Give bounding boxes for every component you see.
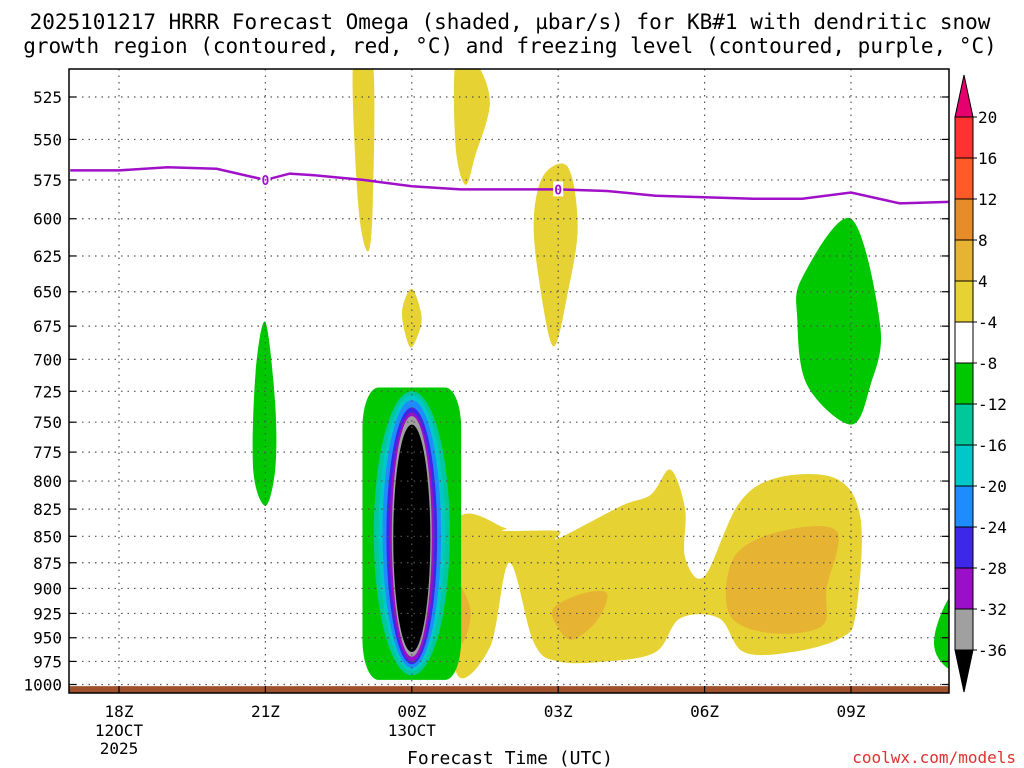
- y-tick-label-11: 800: [33, 472, 62, 491]
- x-tick-label-5: 09Z: [837, 702, 866, 721]
- colorbar-box-12: [954, 608, 974, 651]
- colorbar-box-8: [954, 444, 974, 487]
- omega-region-5: [796, 217, 882, 425]
- y-tick-label-4: 625: [33, 247, 62, 266]
- colorbar-box-7: [954, 403, 974, 446]
- y-tick-label-17: 950: [33, 629, 62, 648]
- colorbar-label-11: -28: [978, 559, 1007, 578]
- y-tick-label-13: 850: [33, 527, 62, 546]
- colorbar-top-arrow: [954, 74, 974, 118]
- y-tick-label-3: 600: [33, 210, 62, 229]
- colorbar-box-9: [954, 485, 974, 528]
- omega-region-9: [725, 525, 839, 634]
- y-tick-label-15: 900: [33, 579, 62, 598]
- y-tick-label-2: 575: [33, 171, 62, 190]
- x-tick-sublabel-0-1: 2025: [100, 739, 139, 758]
- y-tick-label-8: 725: [33, 382, 62, 401]
- y-tick-label-16: 925: [33, 604, 62, 623]
- omega-region-10: [934, 597, 949, 670]
- omega-region-3: [533, 163, 578, 347]
- freezing-level-label-bg-0: [260, 171, 271, 187]
- y-tick-label-0: 525: [33, 88, 62, 107]
- x-tick-label-4: 06Z: [690, 702, 719, 721]
- colorbar-label-5: -4: [978, 313, 997, 332]
- colorbar-box-11: [954, 567, 974, 610]
- freezing-level-label-bg-1: [553, 181, 564, 197]
- y-tick-label-1: 550: [33, 130, 62, 149]
- y-tick-label-7: 700: [33, 350, 62, 369]
- x-tick-label-2: 00Z: [397, 702, 426, 721]
- contour-layer: 00: [69, 165, 949, 693]
- y-tick-label-19: 1000: [23, 676, 62, 695]
- colorbar-box-0: [954, 116, 974, 159]
- x-tick-label-0: 18Z: [105, 702, 134, 721]
- omega-region-4: [252, 321, 277, 506]
- omega-region-8: [551, 590, 608, 640]
- colorbar-label-4: 4: [978, 272, 988, 291]
- chart-title-line-1: 2025101217 HRRR Forecast Omega (shaded, …: [30, 10, 991, 34]
- omega-region-0: [352, 69, 375, 252]
- chart-title-line-2: growth region (contoured, red, °C) and f…: [23, 34, 997, 58]
- colorbar-label-0: 20: [978, 108, 997, 127]
- colorbar-box-1: [954, 157, 974, 200]
- x-tick-sublabel-2-0: 13OCT: [388, 721, 437, 740]
- colorbar: 20 16 12 8 4 -4 -8 -12 -16 -20 -24 -28 -32 -36: [954, 74, 1007, 693]
- colorbar-bottom-arrow: [954, 649, 974, 693]
- freezing-level-line: [70, 165, 949, 205]
- colorbar-label-7: -12: [978, 395, 1007, 414]
- y-tick-label-12: 825: [33, 500, 62, 519]
- x-tick-label-3: 03Z: [544, 702, 573, 721]
- colorbar-box-5: [954, 321, 974, 364]
- colorbar-label-10: -24: [978, 518, 1007, 537]
- colorbar-label-3: 8: [978, 231, 988, 250]
- x-tick-label-1: 21Z: [251, 702, 280, 721]
- y-tick-label-5: 650: [33, 283, 62, 302]
- x-axis-label: Forecast Time (UTC): [407, 748, 613, 768]
- y-tick-label-14: 875: [33, 554, 62, 573]
- colorbar-label-6: -8: [978, 354, 997, 373]
- freezing-level-label-0: 0: [261, 174, 269, 189]
- x-tick-sublabel-0-0: 12OCT: [95, 721, 144, 740]
- freezing-level-label-1: 0: [554, 183, 562, 198]
- omega-shading-layer: [252, 69, 949, 680]
- colorbar-label-2: 12: [978, 190, 997, 209]
- colorbar-box-2: [954, 198, 974, 241]
- colorbar-box-6: [954, 362, 974, 405]
- credit-text: coolwx.com/models: [852, 748, 1016, 767]
- omega-region-2: [401, 288, 422, 348]
- plot-frame: [68, 68, 950, 694]
- colorbar-label-8: -16: [978, 436, 1007, 455]
- colorbar-box-10: [954, 526, 974, 569]
- colorbar-label-13: -36: [978, 641, 1007, 660]
- colorbar-label-9: -20: [978, 477, 1007, 496]
- colorbar-label-12: -32: [978, 600, 1007, 619]
- y-tick-label-10: 775: [33, 443, 62, 462]
- colorbar-box-4: [954, 280, 974, 323]
- y-axis: 525 550 575 600 625 650 675 700 725 750 775 800 825 8…: [23, 88, 949, 695]
- colorbar-label-1: 16: [978, 149, 997, 168]
- y-tick-label-6: 675: [33, 317, 62, 336]
- colorbar-box-3: [954, 239, 974, 282]
- y-tick-label-18: 975: [33, 652, 62, 671]
- omega-region-1: [453, 69, 490, 185]
- y-tick-label-9: 750: [33, 413, 62, 432]
- ground-surface: [69, 686, 949, 693]
